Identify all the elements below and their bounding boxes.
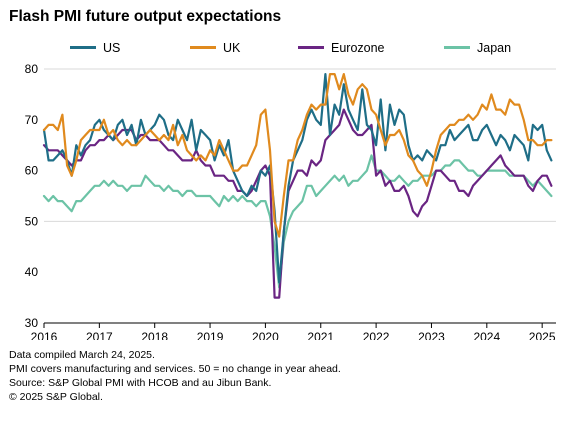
- y-tick-label: 30: [25, 316, 39, 330]
- y-tick-label: 60: [25, 164, 39, 178]
- x-tick-label: 2024: [473, 330, 500, 340]
- series-line-us: [42, 72, 553, 284]
- footnote-source: Source: S&P Global PMI with HCOB and au …: [9, 377, 272, 389]
- x-tick-label: 2019: [197, 330, 224, 340]
- legend-swatch-us: [70, 46, 96, 49]
- chart-legend: US UK Eurozone Japan: [0, 38, 587, 58]
- line-chart: 30 40 50 60 70 80 2016 2017 2018 2019 2020 2021 2022…: [25, 62, 556, 340]
- y-tick-label: 80: [25, 62, 39, 76]
- footnotes: Data compiled March 24, 2025. PMI covers…: [9, 348, 341, 404]
- y-tick-label: 50: [25, 214, 39, 228]
- footnote-coverage: PMI covers manufacturing and services. 5…: [9, 363, 341, 375]
- chart-title: Flash PMI future output expectations: [9, 8, 282, 25]
- x-tick-label: 2025: [529, 330, 556, 340]
- x-tick-label: 2023: [418, 330, 445, 340]
- footnote-compiled: Data compiled March 24, 2025.: [9, 349, 155, 361]
- legend-swatch-uk: [190, 46, 216, 49]
- x-tick-label: 2016: [31, 330, 58, 340]
- legend-swatch-japan: [444, 46, 470, 49]
- footnote-copyright: © 2025 S&P Global.: [9, 391, 103, 403]
- y-tick-label: 40: [25, 265, 39, 279]
- x-tick-label: 2018: [141, 330, 168, 340]
- series-line-uk: [42, 72, 553, 238]
- x-tick-label: 2020: [252, 330, 279, 340]
- x-tick-label: 2017: [86, 330, 113, 340]
- legend-swatch-eurozone: [298, 46, 324, 49]
- x-tick-label: 2021: [307, 330, 334, 340]
- legend-label-us: US: [103, 41, 121, 55]
- y-tick-label: 70: [25, 113, 39, 127]
- legend-label-japan: Japan: [477, 41, 512, 55]
- legend-label-uk: UK: [223, 41, 241, 55]
- legend-label-eurozone: Eurozone: [331, 41, 385, 55]
- series-line-japan: [42, 154, 553, 289]
- x-tick-label: 2022: [363, 330, 390, 340]
